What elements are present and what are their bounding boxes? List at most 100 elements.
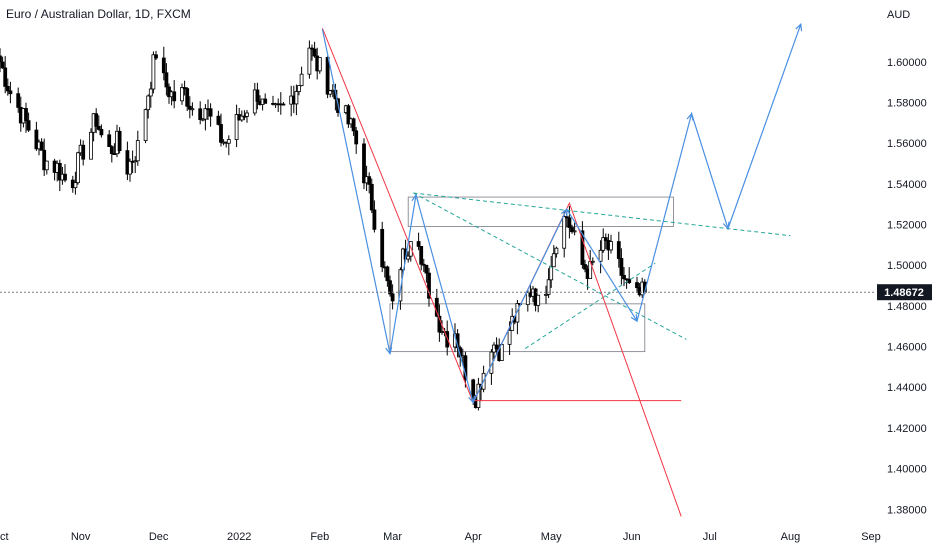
candle-body [380, 228, 385, 268]
dashed-trendline [413, 192, 791, 237]
projection-arrowhead [686, 112, 694, 121]
candle-body [419, 245, 424, 265]
candle-body [427, 272, 431, 299]
candle-body [226, 139, 231, 144]
candle-body [580, 230, 585, 265]
price-axis: 1.38000 1.40000 1.42000 1.44000 1.46000 1.480… [887, 57, 927, 516]
candle-body [312, 48, 317, 57]
x-tick-label: Dec [149, 531, 169, 543]
y-tick-label: 1.42000 [887, 423, 927, 435]
candle-body [601, 237, 606, 251]
candle-body [164, 72, 169, 88]
candle-body [42, 149, 47, 171]
candle-body [5, 86, 10, 92]
candle-body [39, 141, 44, 151]
candle-body [424, 264, 429, 274]
candle-body [26, 120, 31, 131]
y-tick-label: 1.58000 [887, 97, 927, 109]
dashed-trendline [413, 192, 687, 340]
wave-arrowhead [560, 208, 568, 217]
candles-layer [0, 40, 647, 411]
candle-body [564, 216, 569, 219]
candle-body [544, 293, 548, 296]
candle-body [351, 118, 356, 132]
candle-body [281, 103, 286, 106]
y-tick-label: 1.48000 [887, 301, 927, 313]
candle-body [133, 160, 138, 163]
candle-body [515, 303, 520, 323]
candle-body [135, 140, 140, 162]
candle-body [81, 144, 86, 160]
y-tick-label: 1.44000 [887, 382, 927, 394]
x-tick-label: Aug [781, 531, 801, 543]
candle-body [525, 291, 530, 306]
candle-body [208, 108, 213, 117]
candle-body [0, 61, 5, 69]
x-tick-label: May [541, 531, 562, 543]
candle-body [16, 93, 21, 108]
candle-body [494, 344, 499, 350]
candle-body [148, 88, 153, 97]
candle-body [187, 105, 192, 110]
candle-body [385, 266, 390, 282]
x-tick-label: 2022 [227, 531, 251, 543]
candle-body [570, 227, 574, 233]
candle-body [510, 315, 515, 331]
annotations-front [321, 22, 803, 517]
chart-title: Euro / Australian Dollar, 1D, FXCM [6, 7, 191, 21]
candle-body [34, 129, 39, 150]
wave-arrowhead [630, 314, 638, 323]
candle-body [297, 85, 301, 92]
candle-body [551, 253, 556, 268]
candle-body [180, 87, 184, 102]
candle-body [616, 241, 621, 259]
candle-body [609, 241, 613, 251]
x-tick-label: Jun [623, 531, 641, 543]
candle-body [445, 331, 450, 348]
x-tick-label: Oct [0, 531, 9, 543]
candle-body [146, 95, 151, 111]
candle-body [354, 130, 359, 145]
y-tick-label: 1.46000 [887, 342, 927, 354]
candle-body [234, 114, 239, 140]
candle-body [619, 258, 624, 276]
candle-body [107, 134, 112, 147]
x-tick-label: Sep [861, 531, 881, 543]
candle-body [8, 90, 13, 95]
candle-body [622, 274, 626, 280]
candle-body [203, 108, 208, 120]
annotations-back [389, 196, 674, 353]
candle-body [416, 241, 421, 247]
candle-body [325, 57, 330, 95]
blue-projection-path [636, 23, 802, 322]
x-tick-label: Feb [310, 531, 329, 543]
projection-arrowhead [722, 221, 730, 230]
candle-body [346, 105, 351, 125]
currency-label: AUD [887, 9, 910, 21]
candle-body [263, 98, 268, 104]
candle-body [24, 108, 28, 122]
candle-body [57, 162, 62, 181]
candle-body [307, 47, 312, 75]
candle-body [572, 230, 577, 233]
last-price-badge: 1.48672 [877, 284, 932, 301]
candle-body [44, 160, 49, 171]
candle-body [437, 315, 442, 333]
candle-body [154, 54, 158, 59]
candle-body [369, 183, 374, 211]
candle-body [536, 294, 541, 306]
candle-body [294, 91, 299, 105]
candle-body [406, 255, 411, 260]
candle-body [562, 216, 567, 249]
candle-body [299, 73, 304, 87]
x-tick-label: Nov [71, 531, 91, 543]
candle-body [255, 89, 260, 102]
candle-body [421, 263, 426, 266]
candle-body [161, 57, 166, 74]
candle-body [239, 115, 244, 121]
candle-body [362, 143, 366, 184]
candle-body [390, 293, 395, 302]
x-tick-label: Apr [465, 531, 482, 543]
candle-body [398, 269, 403, 302]
candle-body [367, 176, 372, 185]
